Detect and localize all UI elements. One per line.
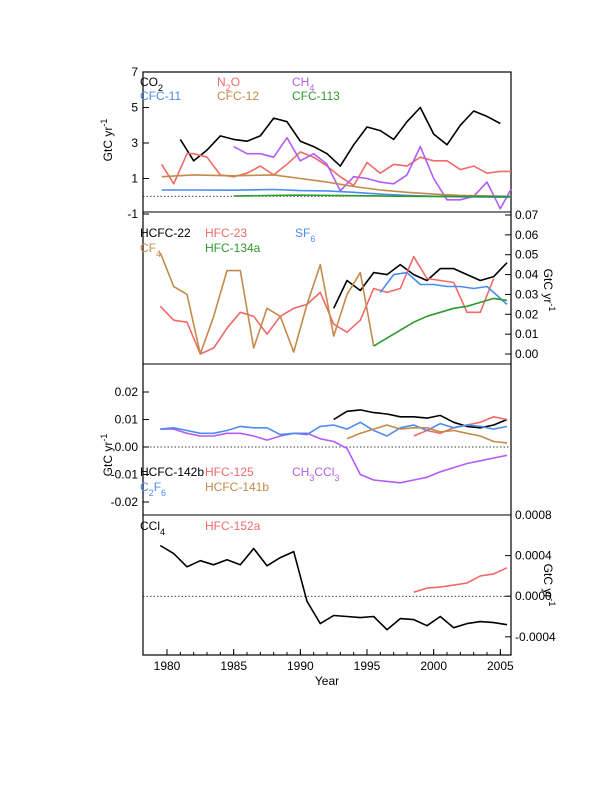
y-axis-label: GtC yr-1 [541,269,557,312]
series-line-co- [179,106,501,167]
legend-entry-co-: CO2 [140,75,163,93]
y-axis-label: GtC yr-1 [99,434,115,477]
y-axis-label: GtC yr-1 [541,564,557,607]
y-tick-label: 0.04 [515,268,539,282]
y-tick-label: 0.02 [115,385,139,399]
y-tick-label: 0.07 [515,208,539,222]
legend-entry-cf-: CF4 [140,241,161,259]
y-tick-label: 3 [131,136,138,150]
x-tick-label: 1990 [287,659,314,673]
legend-entry-cfc-12: CFC-12 [217,89,259,103]
series-line-cf- [159,252,375,355]
y-tick-label: 0.01 [515,327,539,341]
legend-entry-sf-: SF6 [295,226,315,244]
legend-entry-ch-: CH4 [292,75,314,93]
x-tick-label: 2005 [487,659,514,673]
series-line-n-o [161,151,511,187]
y-tick-label: 0.0000 [515,589,552,603]
legend-entry-cfc-113: CFC-113 [292,89,340,103]
series-line-c-f- [160,421,508,437]
series-line-ch- [233,136,512,210]
y-tick-label: 1 [131,172,138,186]
legend-entry-n-o: N2O [217,75,240,93]
series-line-ccl- [159,544,508,631]
legend-entry-c-f-: C2F6 [140,480,166,498]
legend-entry-hcfc-141b: HCFC-141b [205,480,269,494]
y-tick-label: 0.0008 [515,508,552,522]
y-tick-label: 0.00 [515,347,539,361]
series-line-hfc-23 [159,255,495,355]
y-tick-label: 7 [131,65,138,79]
y-tick-label: 0.06 [515,228,539,242]
x-axis-label: Year [315,674,339,688]
y-tick-label: 5 [131,101,138,115]
legend-entry-hfc-23: HFC-23 [205,226,247,240]
series-line-ch-ccl- [160,428,508,484]
series-line-hfc-134a [373,297,508,347]
y-tick-label: -0.01 [111,468,139,482]
y-tick-label: -0.02 [111,495,139,509]
y-tick-label: 0.03 [515,287,539,301]
y-tick-label: 0.05 [515,248,539,262]
legend-entry-ch-ccl-: CH3CCl3 [292,465,339,483]
legend-entry-hcfc-22: HCFC-22 [140,226,191,240]
legend-entry-hcfc-142b: HCFC-142b [140,465,204,479]
series-line-hcfc-141b [346,424,508,444]
series-line-cfc-12 [161,174,512,198]
x-tick-label: 1985 [220,659,247,673]
x-tick-label: 2000 [420,659,447,673]
legend-entry-hfc-125: HFC-125 [205,465,254,479]
legend-entry-hfc-134a: HFC-134a [205,241,261,255]
series-line-hcfc-142b [333,409,508,429]
legend-entry-cfc-11: CFC-11 [140,89,181,103]
legend-entry-hfc-152a: HFC-152a [205,519,261,533]
series-line-sf- [379,271,508,305]
y-tick-label: -1 [127,207,138,221]
series-line-hfc-152a [413,567,508,593]
x-tick-label: 1995 [354,659,381,673]
y-tick-label: 0.02 [515,307,539,321]
y-tick-label: 0.0004 [515,549,552,563]
legend-entry-ccl-: CCl4 [140,519,165,537]
x-tick-label: 1980 [154,659,181,673]
y-tick-label: 0.00 [115,440,139,454]
y-tick-label: -0.0004 [515,630,556,644]
y-tick-label: 0.01 [115,413,139,427]
y-axis-label: GtC yr-1 [99,119,115,162]
series-line-cfc-113 [233,194,511,198]
